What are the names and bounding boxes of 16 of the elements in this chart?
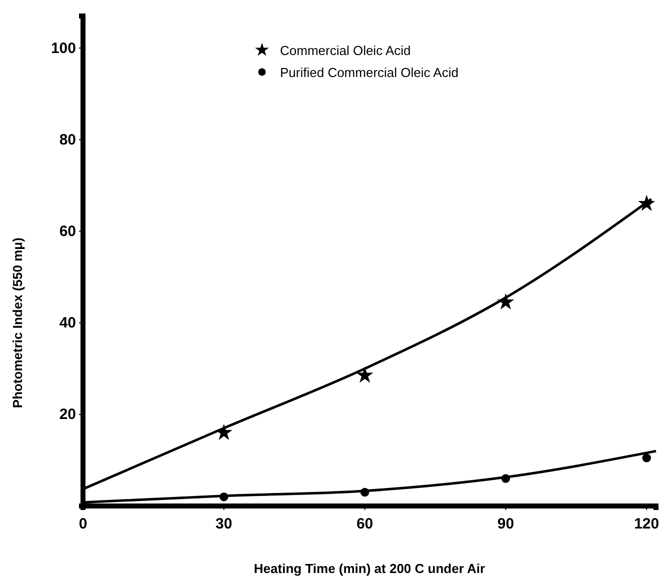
legend-label: Purified Commercial Oleic Acid	[280, 65, 458, 80]
y-tick-label: 100	[50, 40, 76, 57]
legend-label: Commercial Oleic Acid	[280, 43, 411, 58]
y-tick-label: 20	[59, 406, 76, 424]
y-tick-label: 60	[59, 223, 76, 240]
x-tick-label: 120	[634, 516, 660, 533]
x-tick-label: 90	[497, 516, 514, 533]
y-tick-label: 80	[59, 131, 76, 148]
y-tick-label: 40	[59, 314, 76, 332]
y-axis-title: Photometric Index (550 mμ)	[10, 238, 25, 408]
x-tick-label: 0	[78, 516, 88, 533]
x-axis-title: Heating Time (min) at 200 C under Air	[254, 561, 486, 576]
x-tick-label: 30	[216, 516, 232, 533]
x-tick-label: 60	[356, 516, 374, 533]
point	[642, 454, 651, 462]
point	[356, 366, 374, 383]
